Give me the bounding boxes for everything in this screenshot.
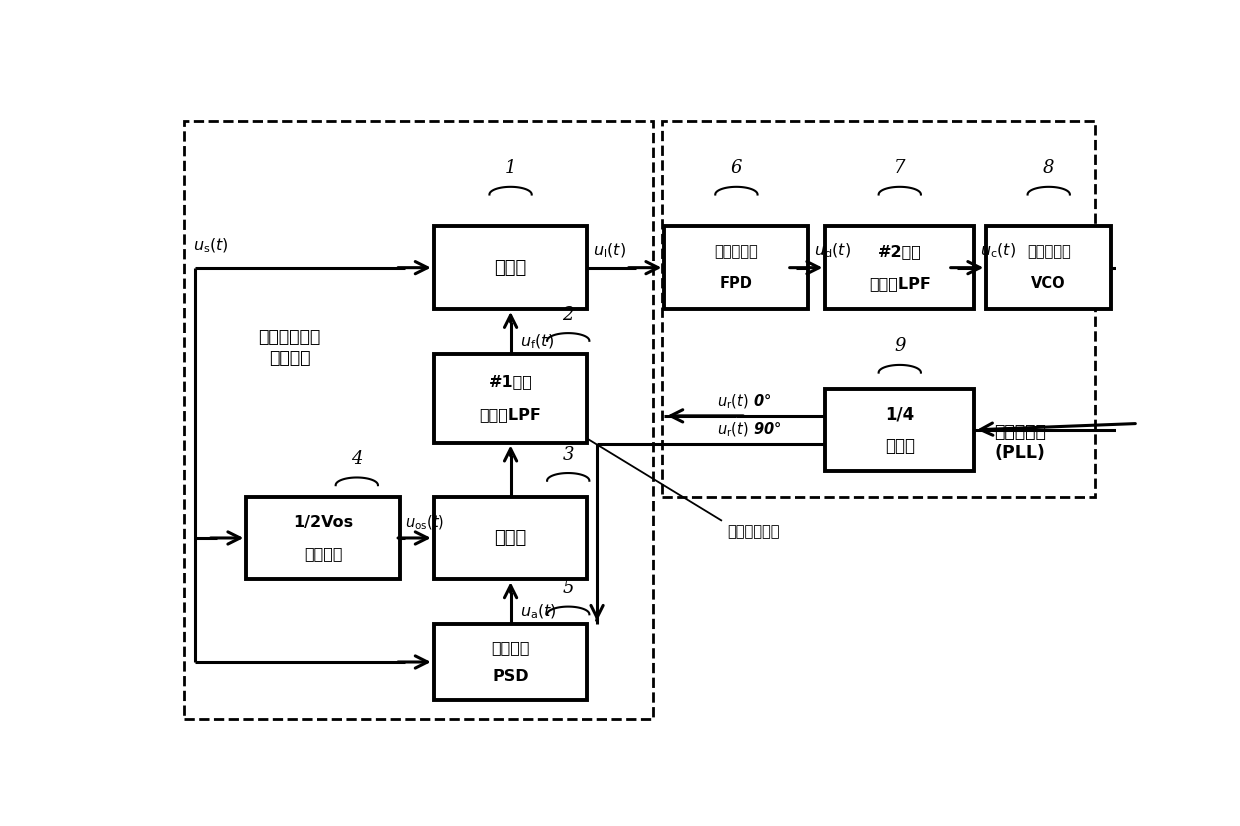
Text: 分频器: 分频器 — [885, 437, 915, 454]
FancyBboxPatch shape — [184, 121, 652, 719]
FancyBboxPatch shape — [434, 354, 588, 443]
FancyBboxPatch shape — [247, 496, 401, 579]
FancyBboxPatch shape — [986, 226, 1111, 309]
Text: 滤波器LPF: 滤波器LPF — [869, 276, 931, 291]
Text: $u_\mathrm{f}(t)$: $u_\mathrm{f}(t)$ — [521, 333, 554, 351]
Text: $u_\mathrm{l}(t)$: $u_\mathrm{l}(t)$ — [593, 242, 626, 260]
Text: VCO: VCO — [1032, 276, 1066, 291]
Text: FPD: FPD — [720, 276, 753, 291]
Text: 测量电路: 测量电路 — [304, 546, 342, 561]
Text: $u_\mathrm{d}(t)$: $u_\mathrm{d}(t)$ — [815, 242, 852, 260]
Text: 2: 2 — [563, 306, 574, 324]
Text: #1低通: #1低通 — [489, 373, 532, 388]
Text: 比较器: 比较器 — [495, 259, 527, 277]
Text: 相敏棅波: 相敏棅波 — [491, 640, 529, 655]
FancyBboxPatch shape — [434, 496, 588, 579]
Text: 1/2Vos: 1/2Vos — [293, 515, 353, 529]
Text: 相位噪声测量
与补偿环: 相位噪声测量 与补偿环 — [258, 328, 321, 367]
Text: 3: 3 — [563, 445, 574, 463]
Text: $u_\mathrm{r}(t)$ 90°: $u_\mathrm{r}(t)$ 90° — [717, 420, 781, 439]
Text: 1/4: 1/4 — [885, 405, 914, 423]
Text: $u_\mathrm{a}(t)$: $u_\mathrm{a}(t)$ — [521, 603, 557, 621]
Text: 数字锁相环
(PLL): 数字锁相环 (PLL) — [994, 423, 1045, 462]
Text: 滤波器LPF: 滤波器LPF — [480, 407, 542, 422]
Text: $u_\mathrm{s}(t)$: $u_\mathrm{s}(t)$ — [193, 236, 229, 255]
FancyBboxPatch shape — [434, 624, 588, 700]
Text: $u_\mathrm{os}(t)$: $u_\mathrm{os}(t)$ — [404, 513, 444, 532]
Text: 5: 5 — [563, 579, 574, 597]
Text: 积分器: 积分器 — [495, 529, 527, 547]
Text: $u_\mathrm{c}(t)$: $u_\mathrm{c}(t)$ — [980, 242, 1016, 260]
FancyBboxPatch shape — [434, 226, 588, 309]
Text: 4: 4 — [351, 450, 362, 468]
FancyBboxPatch shape — [826, 226, 975, 309]
Text: 1: 1 — [505, 159, 516, 178]
Text: 9: 9 — [894, 338, 905, 355]
Text: 鉴频鉴相器: 鉴频鉴相器 — [714, 244, 759, 259]
Text: 正交参考信号: 正交参考信号 — [727, 524, 779, 539]
FancyBboxPatch shape — [826, 388, 975, 471]
Text: 6: 6 — [730, 159, 743, 178]
Text: 7: 7 — [894, 159, 905, 178]
FancyBboxPatch shape — [662, 121, 1095, 496]
Text: 8: 8 — [1043, 159, 1054, 178]
FancyBboxPatch shape — [665, 226, 808, 309]
Text: $u_\mathrm{r}(t)$ 0°: $u_\mathrm{r}(t)$ 0° — [717, 392, 771, 411]
Text: PSD: PSD — [492, 669, 529, 684]
Text: 压控振荡器: 压控振荡器 — [1027, 244, 1070, 259]
Text: #2低通: #2低通 — [878, 244, 921, 259]
